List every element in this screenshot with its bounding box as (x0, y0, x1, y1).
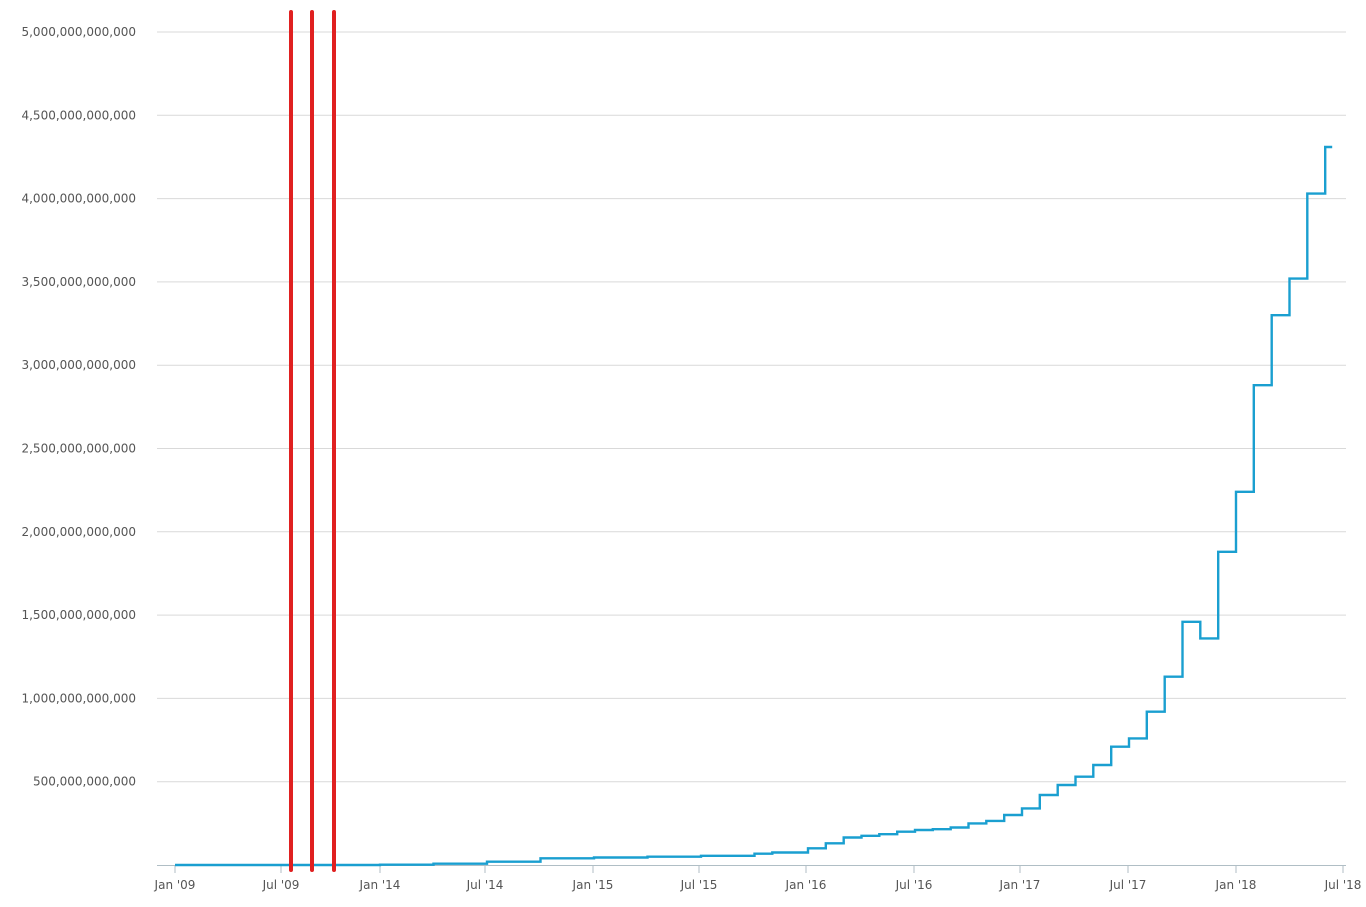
y-tick-label: 4,500,000,000,000 (21, 108, 136, 122)
y-tick-label: 500,000,000,000 (33, 775, 136, 789)
grid-lines (157, 31, 1346, 783)
y-tick-label: 5,000,000,000,000 (21, 25, 136, 39)
x-tick-label: Jan '18 (1215, 878, 1257, 892)
y-axis-tick-labels: 500,000,000,000 1,000,000,000,000 1,500,00… (21, 25, 136, 789)
y-tick-label: 2,000,000,000,000 (21, 525, 136, 539)
x-tick-label: Jul '09 (262, 878, 300, 892)
x-tick-label: Jan '15 (572, 878, 614, 892)
series-line (175, 145, 1333, 867)
y-tick-label: 4,000,000,000,000 (21, 192, 136, 206)
x-tick-label: Jul '15 (680, 878, 718, 892)
x-tick-label: Jul '17 (1109, 878, 1147, 892)
y-tick-label: 2,500,000,000,000 (21, 442, 136, 456)
x-tick-label: Jul '16 (895, 878, 933, 892)
x-tick-label: Jan '16 (785, 878, 827, 892)
y-tick-label: 1,500,000,000,000 (21, 608, 136, 622)
y-tick-label: 3,500,000,000,000 (21, 275, 136, 289)
x-tick-label: Jan '17 (999, 878, 1041, 892)
x-tick-label: Jul '18 (1324, 878, 1362, 892)
y-tick-label: 1,000,000,000,000 (21, 691, 136, 705)
x-tick-label: Jul '14 (466, 878, 504, 892)
annotations (289, 10, 336, 872)
series-layer (175, 145, 1333, 867)
y-tick-label: 3,000,000,000,000 (21, 358, 136, 372)
x-tick-label: Jan '09 (154, 878, 196, 892)
x-tick-label: Jan '14 (359, 878, 401, 892)
